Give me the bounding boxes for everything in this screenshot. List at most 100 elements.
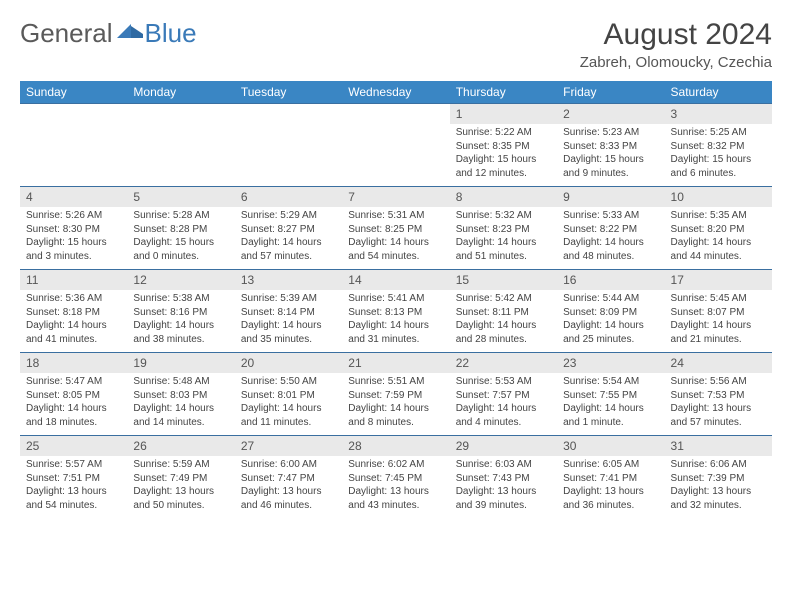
day-number: 8 bbox=[450, 187, 557, 207]
day-cell: 29Sunrise: 6:03 AMSunset: 7:43 PMDayligh… bbox=[450, 436, 557, 519]
sunset-line: Sunset: 8:25 PM bbox=[348, 223, 443, 237]
day-body: Sunrise: 6:02 AMSunset: 7:45 PMDaylight:… bbox=[342, 456, 449, 518]
day-number: 20 bbox=[235, 353, 342, 373]
sunset-line: Sunset: 8:23 PM bbox=[456, 223, 551, 237]
day-cell bbox=[127, 104, 234, 187]
daylight-line: Daylight: 14 hours and 31 minutes. bbox=[348, 319, 443, 346]
location-text: Zabreh, Olomoucky, Czechia bbox=[580, 54, 772, 71]
daylight-line: Daylight: 13 hours and 43 minutes. bbox=[348, 485, 443, 512]
sunrise-line: Sunrise: 5:36 AM bbox=[26, 292, 121, 306]
sunset-line: Sunset: 7:39 PM bbox=[671, 472, 766, 486]
sunset-line: Sunset: 7:45 PM bbox=[348, 472, 443, 486]
day-number: 22 bbox=[450, 353, 557, 373]
day-cell: 17Sunrise: 5:45 AMSunset: 8:07 PMDayligh… bbox=[665, 270, 772, 353]
day-cell: 21Sunrise: 5:51 AMSunset: 7:59 PMDayligh… bbox=[342, 353, 449, 436]
daylight-line: Daylight: 13 hours and 39 minutes. bbox=[456, 485, 551, 512]
day-number: 25 bbox=[20, 436, 127, 456]
daylight-line: Daylight: 14 hours and 14 minutes. bbox=[133, 402, 228, 429]
sunrise-line: Sunrise: 5:22 AM bbox=[456, 126, 551, 140]
daylight-line: Daylight: 13 hours and 36 minutes. bbox=[563, 485, 658, 512]
sunrise-line: Sunrise: 5:31 AM bbox=[348, 209, 443, 223]
day-body bbox=[342, 124, 449, 186]
day-body: Sunrise: 5:36 AMSunset: 8:18 PMDaylight:… bbox=[20, 290, 127, 352]
day-cell: 27Sunrise: 6:00 AMSunset: 7:47 PMDayligh… bbox=[235, 436, 342, 519]
day-body: Sunrise: 5:56 AMSunset: 7:53 PMDaylight:… bbox=[665, 373, 772, 435]
sunset-line: Sunset: 8:32 PM bbox=[671, 140, 766, 154]
sunset-line: Sunset: 8:11 PM bbox=[456, 306, 551, 320]
daylight-line: Daylight: 14 hours and 1 minute. bbox=[563, 402, 658, 429]
day-header: Saturday bbox=[665, 81, 772, 104]
day-body: Sunrise: 5:54 AMSunset: 7:55 PMDaylight:… bbox=[557, 373, 664, 435]
daylight-line: Daylight: 14 hours and 28 minutes. bbox=[456, 319, 551, 346]
daylight-line: Daylight: 14 hours and 38 minutes. bbox=[133, 319, 228, 346]
daylight-line: Daylight: 13 hours and 50 minutes. bbox=[133, 485, 228, 512]
sunset-line: Sunset: 7:51 PM bbox=[26, 472, 121, 486]
day-body: Sunrise: 5:26 AMSunset: 8:30 PMDaylight:… bbox=[20, 207, 127, 269]
day-body: Sunrise: 5:57 AMSunset: 7:51 PMDaylight:… bbox=[20, 456, 127, 518]
sunset-line: Sunset: 8:33 PM bbox=[563, 140, 658, 154]
sunset-line: Sunset: 7:47 PM bbox=[241, 472, 336, 486]
sunset-line: Sunset: 8:09 PM bbox=[563, 306, 658, 320]
day-number: 18 bbox=[20, 353, 127, 373]
sunrise-line: Sunrise: 5:44 AM bbox=[563, 292, 658, 306]
sunrise-line: Sunrise: 5:57 AM bbox=[26, 458, 121, 472]
sunset-line: Sunset: 7:57 PM bbox=[456, 389, 551, 403]
sunset-line: Sunset: 7:53 PM bbox=[671, 389, 766, 403]
day-body: Sunrise: 5:32 AMSunset: 8:23 PMDaylight:… bbox=[450, 207, 557, 269]
day-body: Sunrise: 6:06 AMSunset: 7:39 PMDaylight:… bbox=[665, 456, 772, 518]
day-header: Monday bbox=[127, 81, 234, 104]
day-body: Sunrise: 5:44 AMSunset: 8:09 PMDaylight:… bbox=[557, 290, 664, 352]
sunrise-line: Sunrise: 5:39 AM bbox=[241, 292, 336, 306]
sunset-line: Sunset: 8:30 PM bbox=[26, 223, 121, 237]
day-cell: 7Sunrise: 5:31 AMSunset: 8:25 PMDaylight… bbox=[342, 187, 449, 270]
day-number: 2 bbox=[557, 104, 664, 124]
sunrise-line: Sunrise: 5:59 AM bbox=[133, 458, 228, 472]
sunrise-line: Sunrise: 5:51 AM bbox=[348, 375, 443, 389]
day-cell: 6Sunrise: 5:29 AMSunset: 8:27 PMDaylight… bbox=[235, 187, 342, 270]
day-number: 23 bbox=[557, 353, 664, 373]
day-body: Sunrise: 5:59 AMSunset: 7:49 PMDaylight:… bbox=[127, 456, 234, 518]
day-number: 21 bbox=[342, 353, 449, 373]
day-body: Sunrise: 6:00 AMSunset: 7:47 PMDaylight:… bbox=[235, 456, 342, 518]
sunrise-line: Sunrise: 5:28 AM bbox=[133, 209, 228, 223]
sunset-line: Sunset: 8:13 PM bbox=[348, 306, 443, 320]
day-cell: 8Sunrise: 5:32 AMSunset: 8:23 PMDaylight… bbox=[450, 187, 557, 270]
day-body: Sunrise: 5:29 AMSunset: 8:27 PMDaylight:… bbox=[235, 207, 342, 269]
day-cell: 12Sunrise: 5:38 AMSunset: 8:16 PMDayligh… bbox=[127, 270, 234, 353]
day-cell: 15Sunrise: 5:42 AMSunset: 8:11 PMDayligh… bbox=[450, 270, 557, 353]
day-number: 13 bbox=[235, 270, 342, 290]
week-row: 25Sunrise: 5:57 AMSunset: 7:51 PMDayligh… bbox=[20, 436, 772, 519]
day-number: 10 bbox=[665, 187, 772, 207]
week-row: 1Sunrise: 5:22 AMSunset: 8:35 PMDaylight… bbox=[20, 104, 772, 187]
daylight-line: Daylight: 13 hours and 46 minutes. bbox=[241, 485, 336, 512]
day-number: 11 bbox=[20, 270, 127, 290]
day-number: 29 bbox=[450, 436, 557, 456]
day-number: 1 bbox=[450, 104, 557, 124]
brand-text-general: General bbox=[20, 18, 113, 49]
daylight-line: Daylight: 15 hours and 0 minutes. bbox=[133, 236, 228, 263]
sunset-line: Sunset: 8:35 PM bbox=[456, 140, 551, 154]
day-body: Sunrise: 5:45 AMSunset: 8:07 PMDaylight:… bbox=[665, 290, 772, 352]
day-body bbox=[127, 124, 234, 186]
day-body: Sunrise: 5:22 AMSunset: 8:35 PMDaylight:… bbox=[450, 124, 557, 186]
sunrise-line: Sunrise: 5:56 AM bbox=[671, 375, 766, 389]
sunrise-line: Sunrise: 5:50 AM bbox=[241, 375, 336, 389]
sunrise-line: Sunrise: 5:54 AM bbox=[563, 375, 658, 389]
day-number: 9 bbox=[557, 187, 664, 207]
sunset-line: Sunset: 8:05 PM bbox=[26, 389, 121, 403]
day-number: 7 bbox=[342, 187, 449, 207]
day-cell: 26Sunrise: 5:59 AMSunset: 7:49 PMDayligh… bbox=[127, 436, 234, 519]
day-cell: 5Sunrise: 5:28 AMSunset: 8:28 PMDaylight… bbox=[127, 187, 234, 270]
day-number: 24 bbox=[665, 353, 772, 373]
title-block: August 2024 Zabreh, Olomoucky, Czechia bbox=[580, 18, 772, 71]
day-number bbox=[20, 104, 127, 124]
sunset-line: Sunset: 8:20 PM bbox=[671, 223, 766, 237]
sunrise-line: Sunrise: 6:03 AM bbox=[456, 458, 551, 472]
sunrise-line: Sunrise: 5:33 AM bbox=[563, 209, 658, 223]
day-body: Sunrise: 5:51 AMSunset: 7:59 PMDaylight:… bbox=[342, 373, 449, 435]
day-header: Friday bbox=[557, 81, 664, 104]
daylight-line: Daylight: 14 hours and 8 minutes. bbox=[348, 402, 443, 429]
sunset-line: Sunset: 8:16 PM bbox=[133, 306, 228, 320]
daylight-line: Daylight: 14 hours and 35 minutes. bbox=[241, 319, 336, 346]
day-cell: 2Sunrise: 5:23 AMSunset: 8:33 PMDaylight… bbox=[557, 104, 664, 187]
